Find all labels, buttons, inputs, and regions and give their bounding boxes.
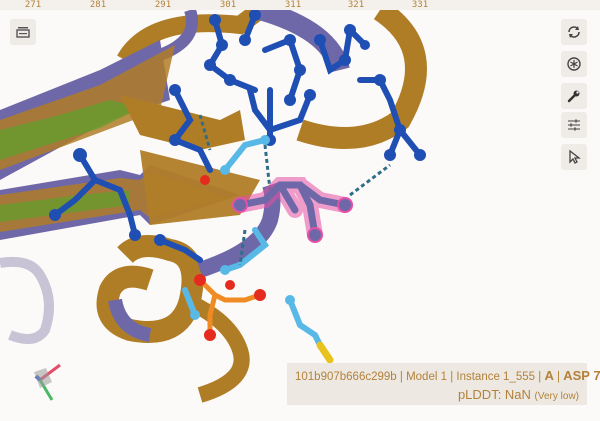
orientation-axes-widget xyxy=(34,363,61,401)
controls-sliders-icon xyxy=(568,119,580,131)
plddt-line: pLDDT: NaN (Very low) xyxy=(295,386,579,406)
phosphate-bonds xyxy=(197,277,263,338)
oxygen-atoms xyxy=(194,175,266,341)
spin-toggle-button[interactable] xyxy=(561,51,587,77)
ruler-tick: 301 xyxy=(219,0,237,10)
ligand-atoms-lightblue xyxy=(190,135,295,320)
beta-arrow-lower xyxy=(140,150,260,225)
reset-view-button[interactable] xyxy=(561,19,587,45)
instance-label: Instance 1_555 xyxy=(456,371,536,383)
sequence-panel-toggle-button[interactable] xyxy=(10,19,36,45)
ruler-tick: 281 xyxy=(89,0,107,10)
beta-arrow-upper xyxy=(120,95,245,150)
chain-label: A xyxy=(544,368,554,383)
selection-mode-pointer-icon xyxy=(569,149,581,164)
sequence-ruler: 271 281 291 301 311 321 331 xyxy=(0,0,600,10)
selected-residue-asp-71[interactable] xyxy=(232,177,353,243)
residue-info-panel: 101b907b666c299b | Model 1 | Instance 1_… xyxy=(287,363,600,406)
ruler-tick: 271 xyxy=(24,0,42,10)
ruler-tick: 321 xyxy=(347,0,365,10)
model-label: Model 1 xyxy=(406,371,447,383)
plddt-value: pLDDT: NaN xyxy=(457,387,531,402)
entry-id: 101b907b666c299b xyxy=(295,371,397,383)
background-loop xyxy=(0,256,54,344)
ruler-tick: 311 xyxy=(284,0,302,10)
sulfur-bond xyxy=(316,341,334,364)
controls-sliders-button[interactable] xyxy=(561,112,587,138)
lower-ribbon-purple-edge xyxy=(108,298,152,342)
settings-wrench-button[interactable] xyxy=(561,83,587,109)
hydrogen-bond-dashes xyxy=(198,114,391,266)
plddt-quality: (Very low) xyxy=(534,391,579,402)
lower-ribbon-coil xyxy=(96,235,204,343)
selection-mode-button[interactable] xyxy=(561,144,587,170)
residue-atoms-blue xyxy=(49,9,426,246)
right-ribbon-loop xyxy=(296,0,427,149)
sequence-panel-toggle-icon xyxy=(16,27,30,38)
settings-wrench-icon xyxy=(567,90,580,103)
residue-label: ASP 71 xyxy=(563,368,600,383)
top-ribbon-strand xyxy=(117,2,266,65)
beta-sheet-green xyxy=(0,100,140,160)
residue-info-line: 101b907b666c299b | Model 1 | Instance 1_… xyxy=(295,367,600,386)
ruler-tick: 331 xyxy=(411,0,429,10)
reset-view-icon xyxy=(568,26,580,38)
spin-toggle-icon xyxy=(567,57,581,71)
ruler-tick: 291 xyxy=(154,0,172,10)
